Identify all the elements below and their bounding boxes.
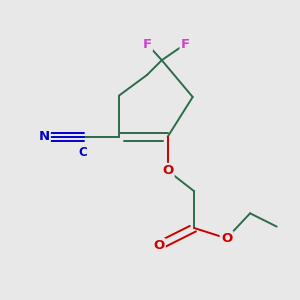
Text: O: O — [162, 164, 173, 177]
Text: N: N — [38, 130, 50, 143]
Text: C: C — [78, 146, 87, 159]
Text: O: O — [153, 239, 164, 252]
Text: F: F — [142, 38, 152, 50]
Text: O: O — [221, 232, 232, 245]
Text: F: F — [181, 38, 190, 50]
